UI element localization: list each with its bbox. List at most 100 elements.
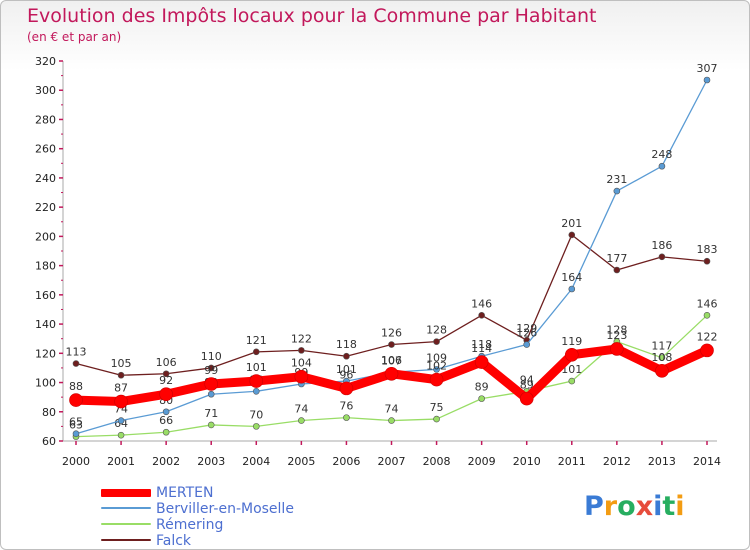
data-label-r-mering: 128 <box>606 324 627 337</box>
data-point-berviller-en-moselle <box>613 187 621 195</box>
x-tick-label: 2003 <box>197 455 225 468</box>
data-label-falck: 105 <box>111 357 132 370</box>
data-label-merten: 102 <box>426 360 447 373</box>
data-label-r-mering: 117 <box>651 340 672 353</box>
y-tick-label: 320 <box>35 55 56 68</box>
data-point-berviller-en-moselle <box>523 341 531 348</box>
data-point-berviller-en-moselle <box>433 366 440 373</box>
data-label-falck: 118 <box>336 338 357 351</box>
logo-letter: o <box>617 491 636 522</box>
data-label-falck: 128 <box>426 324 447 337</box>
data-label-berviller-en-moselle: 231 <box>606 173 627 186</box>
legend-swatch-berviller <box>101 507 151 509</box>
data-label-r-mering: 74 <box>294 403 308 416</box>
data-label-merten: 89 <box>520 379 534 392</box>
data-point-falck <box>703 257 711 265</box>
x-tick-label: 2013 <box>648 455 676 468</box>
data-point-r-mering <box>162 428 170 436</box>
chart-legend: MERTEN Berviller-en-Moselle Rémering Fal… <box>101 485 361 549</box>
data-point-merten <box>249 374 264 388</box>
data-point-merten <box>519 391 534 406</box>
y-tick-label: 60 <box>42 435 56 448</box>
x-tick-label: 2007 <box>378 455 406 468</box>
data-point-falck <box>207 364 215 372</box>
x-tick-label: 2001 <box>107 455 135 468</box>
data-label-falck: 177 <box>606 252 627 265</box>
data-label-merten: 106 <box>381 354 402 367</box>
x-tick-label: 2008 <box>423 455 451 468</box>
x-tick-label: 2006 <box>332 455 360 468</box>
legend-swatch-remering <box>101 523 151 525</box>
data-point-falck <box>478 312 485 319</box>
data-label-falck: 121 <box>246 334 267 347</box>
data-label-falck: 106 <box>156 356 177 369</box>
y-tick-label: 240 <box>35 172 56 185</box>
data-point-falck <box>613 266 621 274</box>
data-point-falck <box>298 347 305 354</box>
data-point-r-mering <box>252 423 260 430</box>
data-label-falck: 113 <box>66 346 87 359</box>
data-label-r-mering: 66 <box>159 414 173 427</box>
data-point-falck <box>433 338 440 345</box>
logo-letter: i <box>653 491 663 522</box>
data-point-r-mering <box>433 415 440 423</box>
data-point-merten <box>69 393 83 407</box>
data-point-falck <box>162 370 170 378</box>
data-point-merten <box>384 366 399 381</box>
y-tick-label: 140 <box>35 318 56 331</box>
x-tick-label: 2010 <box>513 455 541 468</box>
logo-letter: x <box>635 491 654 522</box>
data-point-merten <box>700 343 714 358</box>
data-label-berviller-en-moselle: 101 <box>336 363 357 376</box>
data-point-merten <box>655 364 669 378</box>
logo-letter: P <box>584 491 604 522</box>
y-tick-label: 200 <box>35 230 56 243</box>
data-point-r-mering <box>658 354 666 361</box>
data-point-merten <box>114 394 128 409</box>
data-label-berviller-en-moselle: 164 <box>561 271 582 284</box>
data-label-falck: 126 <box>381 327 402 340</box>
data-label-r-mering: 94 <box>520 373 534 386</box>
data-point-merten <box>610 342 624 356</box>
data-point-merten <box>339 381 354 396</box>
legend-label-falck: Falck <box>156 533 192 549</box>
data-label-merten: 122 <box>697 330 718 343</box>
data-label-r-mering: 101 <box>561 363 582 376</box>
data-point-falck <box>658 253 666 261</box>
legend-item-remering: Rémering <box>101 517 361 533</box>
x-tick-label: 2014 <box>693 455 721 468</box>
data-point-falck <box>72 360 80 367</box>
x-tick-label: 2009 <box>468 455 496 468</box>
legend-item-merten: MERTEN <box>101 485 361 501</box>
data-label-falck: 110 <box>201 350 222 363</box>
logo-letter: r <box>603 491 618 522</box>
chart-title: Evolution des Impôts locaux pour la Comm… <box>27 5 597 27</box>
data-point-merten <box>204 377 219 391</box>
data-point-falck <box>343 352 350 360</box>
logo-letter: i <box>675 491 685 522</box>
x-tick-label: 2012 <box>603 455 631 468</box>
data-label-merten: 88 <box>69 380 83 393</box>
data-label-berviller-en-moselle: 107 <box>381 354 402 367</box>
data-point-r-mering <box>478 395 485 402</box>
legend-label-remering: Rémering <box>156 517 224 533</box>
data-label-falck: 129 <box>516 322 537 335</box>
data-label-r-mering: 74 <box>385 403 399 416</box>
x-tick-label: 2011 <box>558 455 586 468</box>
data-label-berviller-en-moselle: 118 <box>471 338 492 351</box>
data-label-falck: 183 <box>697 243 718 256</box>
data-point-falck <box>117 371 125 379</box>
logo-letter: t <box>662 491 676 522</box>
data-point-berviller-en-moselle <box>72 430 80 437</box>
data-point-r-mering <box>207 421 215 429</box>
y-tick-label: 280 <box>35 113 56 126</box>
data-point-berviller-en-moselle <box>162 408 170 416</box>
proxiti-logo: Proxiti <box>584 491 685 522</box>
data-label-merten: 114 <box>471 342 492 355</box>
data-point-berviller-en-moselle <box>252 388 260 395</box>
data-point-berviller-en-moselle <box>658 162 666 170</box>
data-label-merten: 101 <box>246 361 267 374</box>
data-label-berviller-en-moselle: 307 <box>697 62 718 75</box>
x-tick-label: 2000 <box>62 455 90 468</box>
